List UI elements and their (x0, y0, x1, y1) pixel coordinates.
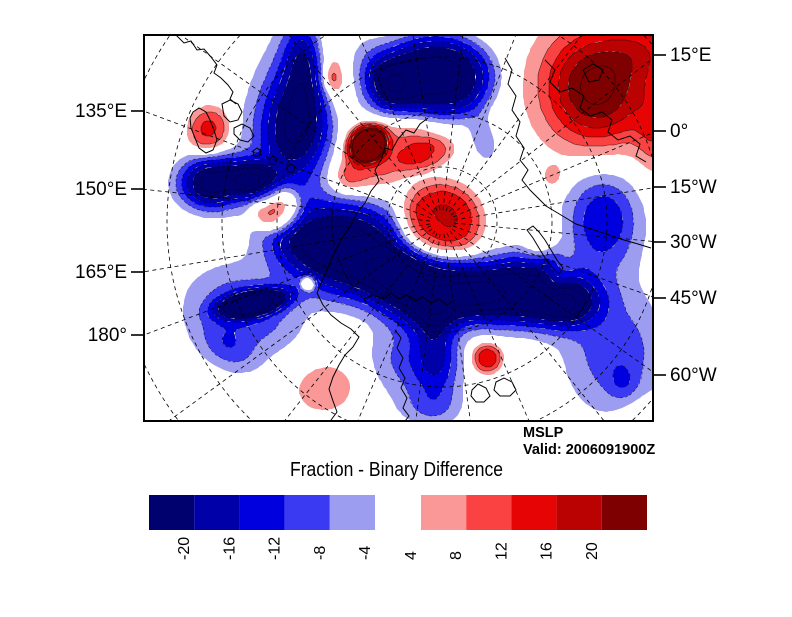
svg-text:-16: -16 (221, 537, 238, 560)
svg-text:Valid: 2006091900Z: Valid: 2006091900Z (523, 442, 655, 458)
svg-text:-20: -20 (176, 537, 193, 560)
svg-text:150°E: 150°E (75, 179, 127, 200)
svg-text:180°: 180° (88, 325, 127, 346)
svg-text:-8: -8 (312, 546, 329, 560)
svg-text:135°E: 135°E (75, 101, 127, 122)
svg-text:12: 12 (493, 542, 510, 560)
svg-text:45°W: 45°W (670, 288, 717, 309)
svg-text:Fraction - Binary Difference: Fraction - Binary Difference (290, 459, 503, 481)
svg-text:8: 8 (448, 551, 465, 560)
svg-text:-4: -4 (357, 546, 374, 560)
svg-text:16: 16 (539, 542, 556, 560)
svg-text:-12: -12 (267, 537, 284, 560)
svg-text:15°E: 15°E (670, 45, 711, 66)
svg-text:165°E: 165°E (75, 262, 127, 283)
svg-text:15°W: 15°W (670, 177, 717, 198)
svg-text:30°W: 30°W (670, 232, 717, 253)
svg-text:0°: 0° (670, 121, 688, 142)
svg-text:60°W: 60°W (670, 365, 717, 386)
svg-text:4: 4 (403, 551, 420, 560)
svg-text:MSLP: MSLP (523, 425, 564, 441)
svg-text:20: 20 (584, 542, 601, 560)
